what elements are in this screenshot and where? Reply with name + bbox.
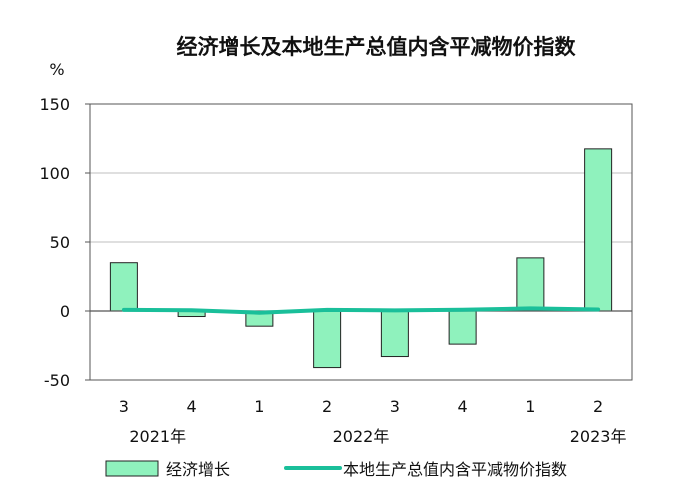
legend-bar-swatch xyxy=(105,460,159,477)
bar xyxy=(109,262,138,312)
legend: 经济增长 本地生产总值内含平减物价指数 xyxy=(105,460,567,479)
y-tick-label: 150 xyxy=(39,95,70,114)
line-series xyxy=(121,306,601,315)
gridlines xyxy=(90,103,632,381)
y-tick-label: 50 xyxy=(50,233,70,252)
year-label: 2023年 xyxy=(570,427,627,446)
x-tick-label: 4 xyxy=(187,397,197,416)
deflator-line xyxy=(121,306,601,315)
x-tick-label: 4 xyxy=(458,397,468,416)
bar xyxy=(313,310,342,369)
bar xyxy=(584,148,613,312)
legend-bar-label: 经济增长 xyxy=(166,460,230,479)
x-tick-label: 3 xyxy=(119,397,129,416)
x-tick-label: 2 xyxy=(593,397,603,416)
x-tick-label: 1 xyxy=(525,397,535,416)
y-tick-label: 0 xyxy=(60,302,70,321)
x-tick-label: 2 xyxy=(322,397,332,416)
bar xyxy=(448,310,477,345)
y-axis-ticks: -50 0 50 100 150 xyxy=(39,95,90,390)
y-tick-label: 100 xyxy=(39,164,70,183)
bar xyxy=(516,257,545,312)
y-axis-unit-label: % xyxy=(49,60,64,79)
x-tick-label: 1 xyxy=(254,397,264,416)
x-axis-year-labels: 2021年 2022年 2023年 xyxy=(129,427,626,446)
y-tick-label: -50 xyxy=(44,371,70,390)
x-tick-label: 3 xyxy=(390,397,400,416)
plot-frame xyxy=(89,103,633,381)
chart-title: 经济增长及本地生产总值内含平减物价指数 xyxy=(177,35,577,59)
x-axis-ticks: 3 4 1 2 3 4 1 2 xyxy=(119,397,603,416)
bar xyxy=(380,310,409,358)
year-label: 2022年 xyxy=(333,427,390,446)
year-label: 2021年 xyxy=(129,427,186,446)
bar-series xyxy=(109,148,613,369)
legend-line-label: 本地生产总值内含平减物价指数 xyxy=(343,460,567,479)
